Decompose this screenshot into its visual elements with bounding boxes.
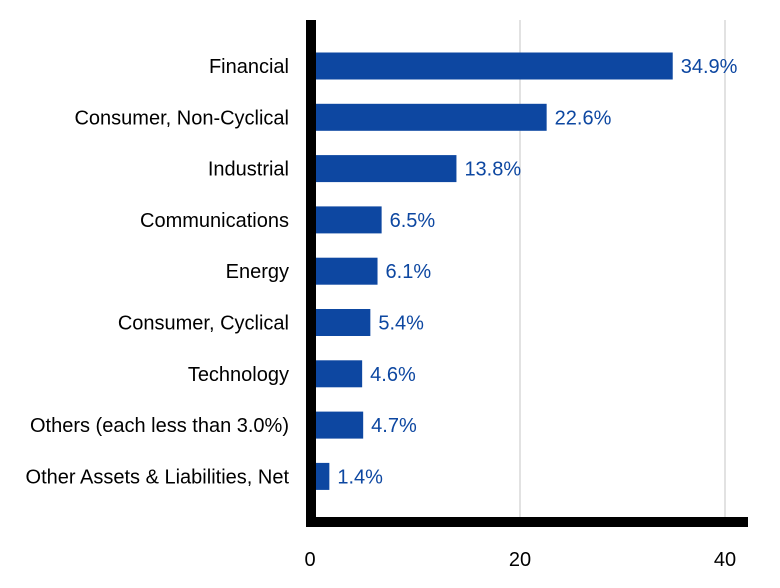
category-label: Energy bbox=[226, 261, 289, 283]
data-label: 22.6% bbox=[555, 107, 612, 129]
x-tick-label-20: 20 bbox=[509, 549, 531, 571]
data-label: 13.8% bbox=[464, 159, 521, 181]
x-tick-labels: 0 20 40 bbox=[304, 549, 736, 571]
data-labels: 34.9% 22.6% 13.8% 6.5% 6.1% 5.4% 4.6% 4.7% 1.4% bbox=[337, 56, 737, 488]
category-label: Financial bbox=[209, 56, 289, 78]
category-label: Consumer, Cyclical bbox=[118, 313, 289, 335]
bar-5 bbox=[315, 309, 371, 336]
data-label: 5.4% bbox=[378, 313, 424, 335]
y-axis-line bbox=[306, 20, 316, 527]
bar-3 bbox=[315, 206, 382, 234]
x-tick-label-40: 40 bbox=[714, 549, 736, 571]
bar-7 bbox=[315, 411, 364, 439]
x-tick-label-0: 0 bbox=[304, 549, 315, 571]
category-label: Technology bbox=[188, 364, 289, 386]
bar-4 bbox=[315, 257, 378, 285]
category-label: Industrial bbox=[208, 159, 289, 181]
category-label: Consumer, Non-Cyclical bbox=[74, 107, 289, 129]
bar-1 bbox=[315, 103, 547, 131]
data-label: 34.9% bbox=[681, 56, 738, 78]
data-label: 4.6% bbox=[370, 364, 416, 386]
bar-0 bbox=[315, 52, 673, 80]
data-label: 6.5% bbox=[390, 210, 436, 232]
category-label: Communications bbox=[140, 210, 289, 232]
category-label: Other Assets & Liabilities, Net bbox=[26, 466, 290, 488]
data-label: 1.4% bbox=[337, 466, 383, 488]
category-label: Others (each less than 3.0%) bbox=[30, 415, 289, 437]
bars bbox=[315, 52, 673, 490]
axes bbox=[306, 20, 748, 527]
bar-8 bbox=[315, 462, 330, 490]
data-label: 6.1% bbox=[386, 261, 432, 283]
data-label: 4.7% bbox=[371, 415, 417, 437]
gridlines bbox=[519, 20, 726, 522]
bar-6 bbox=[315, 360, 363, 388]
bar-2 bbox=[315, 155, 457, 183]
x-axis-line bbox=[306, 517, 748, 527]
category-labels: Financial Consumer, Non-Cyclical Industria… bbox=[26, 56, 290, 488]
